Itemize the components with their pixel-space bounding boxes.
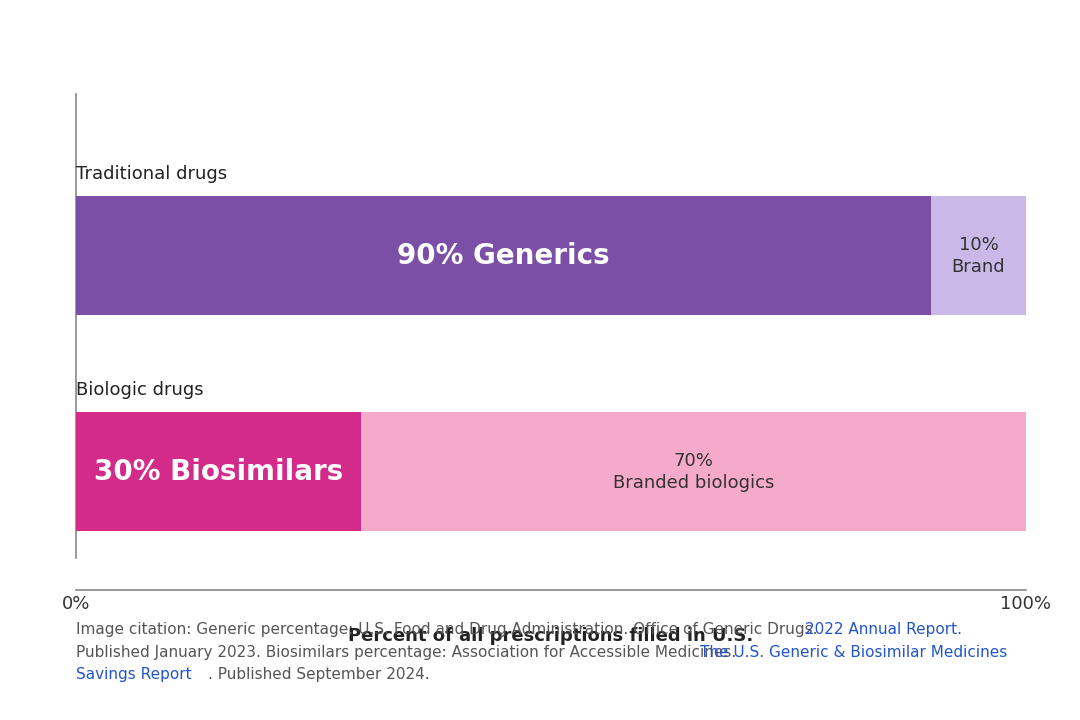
Text: 30% Biosimilars: 30% Biosimilars: [94, 458, 342, 485]
Bar: [361, 412, 1026, 531]
Text: The U.S. Generic & Biosimilar Medicines: The U.S. Generic & Biosimilar Medicines: [700, 645, 1007, 660]
Text: Savings Report: Savings Report: [76, 667, 191, 682]
Text: 10%
Brand: 10% Brand: [951, 235, 1005, 276]
Text: 2022 Annual Report.: 2022 Annual Report.: [805, 622, 961, 637]
Bar: [76, 197, 931, 315]
Text: . Published September 2024.: . Published September 2024.: [208, 667, 430, 682]
Bar: [931, 197, 1026, 315]
Text: 70%
Branded biologics: 70% Branded biologics: [612, 451, 774, 492]
Text: Traditional drugs: Traditional drugs: [76, 166, 227, 184]
Text: 90% Generics: 90% Generics: [397, 242, 609, 269]
Text: Biologic drugs: Biologic drugs: [76, 382, 203, 399]
Text: Image citation: Generic percentage: U.S. Food and Drug Administration. Office of: Image citation: Generic percentage: U.S.…: [76, 622, 822, 637]
Text: Published January 2023. Biosimilars percentage: Association for Accessible Medic: Published January 2023. Biosimilars perc…: [76, 645, 741, 660]
Bar: [76, 412, 361, 531]
X-axis label: Percent of all prescriptions filled in U.S.: Percent of all prescriptions filled in U…: [348, 627, 754, 645]
